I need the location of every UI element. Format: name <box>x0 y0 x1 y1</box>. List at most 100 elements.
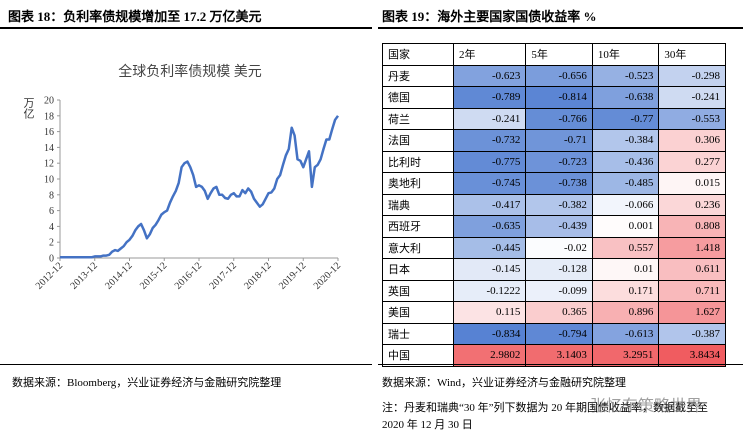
x-tick-label: 2012-12 <box>34 260 65 291</box>
country-cell: 意大利 <box>382 236 454 259</box>
yield-cell: 0.611 <box>658 258 726 281</box>
country-cell: 日本 <box>382 258 454 281</box>
yield-cell: -0.656 <box>525 64 593 87</box>
x-tick-label: 2018-12 <box>242 260 273 291</box>
country-cell: 中国 <box>382 344 454 367</box>
y-tick-label: 12 <box>44 159 54 170</box>
chart-title: 全球负利率债规模 美元 <box>118 63 262 80</box>
yield-cell: 0.557 <box>591 236 660 259</box>
yield-cell: -0.445 <box>452 236 527 259</box>
yield-cell: -0.1222 <box>452 279 527 302</box>
yield-cell: -0.738 <box>525 172 593 195</box>
yield-cell: -0.732 <box>452 129 527 152</box>
yield-cell: -0.439 <box>525 215 593 238</box>
yield-cell: -0.723 <box>525 150 593 173</box>
yield-cell: 0.896 <box>591 301 660 324</box>
country-cell: 英国 <box>382 279 454 302</box>
rule <box>0 27 372 29</box>
country-cell: 丹麦 <box>382 64 454 87</box>
yield-cell: -0.145 <box>452 258 527 281</box>
country-cell: 奥地利 <box>382 172 454 195</box>
y-tick-label: 20 <box>44 96 54 107</box>
country-cell: 荷兰 <box>382 107 454 130</box>
table-row: 国家 2年 5年 10年 30年 <box>382 43 726 66</box>
yield-cell: -0.814 <box>525 86 593 109</box>
table-row: 美国 0.115 0.365 0.896 1.627 <box>382 301 726 324</box>
x-tick-label: 2015-12 <box>138 260 169 291</box>
country-cell: 德国 <box>382 86 454 109</box>
y-tick-label: 2 <box>49 238 54 249</box>
yield-cell: -0.635 <box>452 215 527 238</box>
country-cell: 瑞士 <box>382 322 454 345</box>
table-row: 德国 -0.789 -0.814 -0.638 -0.241 <box>382 86 726 109</box>
y-tick-label: 18 <box>44 111 54 122</box>
source: 数据来源：Bloomberg，兴业证券经济与金融研究院整理 <box>12 377 282 389</box>
yield-cell: -0.523 <box>591 64 660 87</box>
yield-cell: 1.627 <box>658 301 726 324</box>
yield-cell: 3.1403 <box>525 344 593 367</box>
column-header: 国家 <box>382 43 454 66</box>
table-row: 荷兰 -0.241 -0.766 -0.77 -0.553 <box>382 107 726 130</box>
yield-cell: -0.436 <box>591 150 660 173</box>
table-row: 中国 2.9802 3.1403 3.2951 3.8434 <box>382 344 726 367</box>
source: 数据来源：Wind，兴业证券经济与金融研究院整理 <box>382 377 626 389</box>
yield-cell: 0.015 <box>658 172 726 195</box>
column-header: 10年 <box>591 43 660 66</box>
yield-cell: -0.553 <box>658 107 726 130</box>
figure-header: 图表 19：海外主要国家国债收益率 % <box>382 9 597 24</box>
yield-cell: -0.382 <box>525 193 593 216</box>
yield-cell: 2.9802 <box>452 344 527 367</box>
table-row: 英国 -0.1222 -0.099 0.171 0.711 <box>382 279 726 302</box>
yield-cell: -0.766 <box>525 107 593 130</box>
yield-table: 国家 2年 5年 10年 30年 丹麦 -0.623 -0.656 -0.523 -0.298 德国… <box>382 43 726 367</box>
yield-cell: 0.001 <box>591 215 660 238</box>
yield-cell: -0.623 <box>452 64 527 87</box>
yield-cell: 0.711 <box>658 279 726 302</box>
column-header: 5年 <box>525 43 593 66</box>
x-tick-label: 2017-12 <box>208 260 239 291</box>
yield-cell: -0.066 <box>591 193 660 216</box>
y-tick-label: 16 <box>44 127 54 138</box>
figure-header: 图表 18：负利率债规模增加至 17.2 万亿美元 <box>8 9 262 24</box>
table-row: 丹麦 -0.623 -0.656 -0.523 -0.298 <box>382 64 726 87</box>
yield-cell: -0.298 <box>658 64 726 87</box>
yield-cell: -0.794 <box>525 322 593 345</box>
yield-cell: 3.2951 <box>591 344 660 367</box>
table-row: 西班牙 -0.635 -0.439 0.001 0.808 <box>382 215 726 238</box>
yield-cell: 0.306 <box>658 129 726 152</box>
yield-cell: 1.418 <box>658 236 726 259</box>
country-cell: 西班牙 <box>382 215 454 238</box>
y-tick-label: 10 <box>44 175 54 186</box>
column-header: 2年 <box>452 43 527 66</box>
yield-cell: -0.485 <box>591 172 660 195</box>
country-cell: 比利时 <box>382 150 454 173</box>
country-cell: 瑞典 <box>382 193 454 216</box>
yield-cell: -0.387 <box>658 322 726 345</box>
watermark: 张忆东策略世界 <box>590 396 703 415</box>
country-cell: 美国 <box>382 301 454 324</box>
y-tick-label: 6 <box>49 206 54 217</box>
table-row: 瑞士 -0.834 -0.794 -0.613 -0.387 <box>382 322 726 345</box>
yield-cell: 0.115 <box>452 301 527 324</box>
yield-cell: 0.365 <box>525 301 593 324</box>
yield-cell: -0.099 <box>525 279 593 302</box>
yield-cell: -0.613 <box>591 322 660 345</box>
x-tick-label: 2016-12 <box>173 260 204 291</box>
table-row: 日本 -0.145 -0.128 0.01 0.611 <box>382 258 726 281</box>
yield-cell: -0.417 <box>452 193 527 216</box>
yield-cell: -0.384 <box>591 129 660 152</box>
yield-cell: -0.834 <box>452 322 527 345</box>
x-tick-label: 2013-12 <box>69 260 100 291</box>
table-row: 奥地利 -0.745 -0.738 -0.485 0.015 <box>382 172 726 195</box>
yield-cell: -0.02 <box>525 236 593 259</box>
yield-cell: 0.01 <box>591 258 660 281</box>
y-tick-label: 0 <box>49 254 54 265</box>
note: 注：丹麦和瑞典“30 年”列下数据为 20 年期国债收益率，数据截至至 2020… <box>382 402 709 431</box>
yield-cell: -0.77 <box>591 107 660 130</box>
yield-cell: -0.241 <box>452 107 527 130</box>
series-line <box>60 115 340 259</box>
yield-cell: 0.808 <box>658 215 726 238</box>
yield-cell: 3.8434 <box>658 344 726 367</box>
